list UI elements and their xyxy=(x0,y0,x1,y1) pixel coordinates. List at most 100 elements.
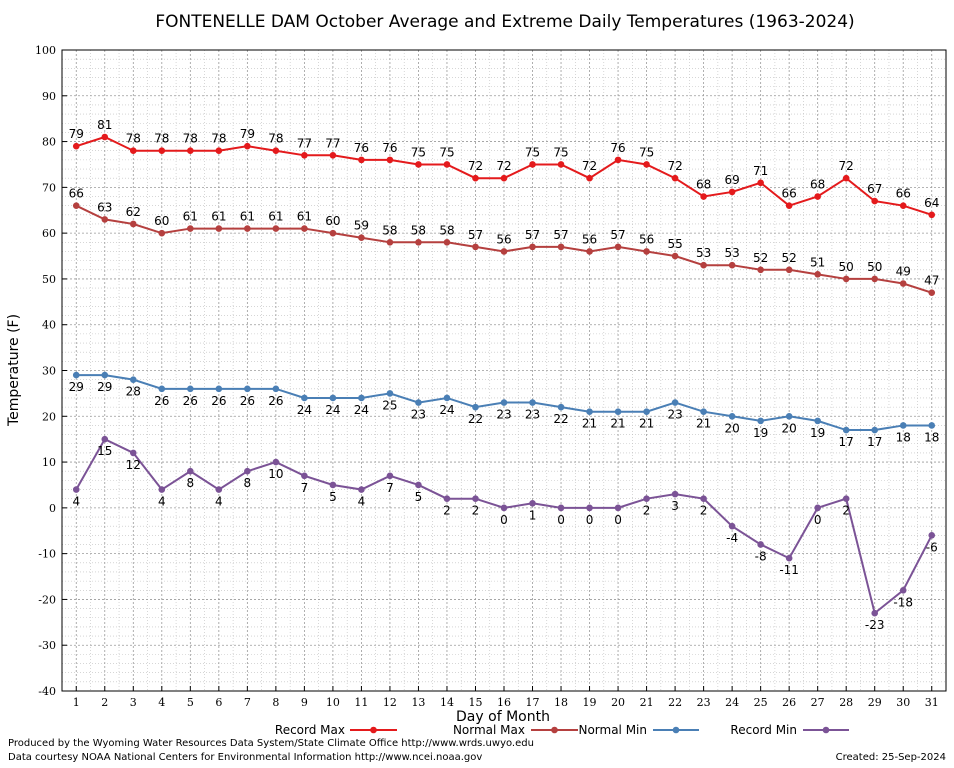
normal-min-data-label: 19 xyxy=(810,426,825,440)
normal-min-point xyxy=(586,408,593,416)
record-max-point xyxy=(700,193,707,200)
record-min-data-label: 10 xyxy=(268,467,283,481)
normal-min-data-label: 26 xyxy=(183,394,198,408)
x-tick-label: 7 xyxy=(244,696,251,709)
record-max-data-label: 77 xyxy=(297,136,312,150)
record-min-point xyxy=(757,541,764,548)
legend: Record Max Normal Max Normal Min Record Min xyxy=(275,723,849,737)
normal-max-point xyxy=(301,225,308,232)
record-max-data-label: 72 xyxy=(839,159,854,173)
normal-min-point xyxy=(215,385,223,393)
normal-min-data-label: 23 xyxy=(496,408,511,422)
record-min-data-label: -11 xyxy=(779,563,799,577)
normal-max-data-label: 53 xyxy=(696,246,711,260)
record-max-point xyxy=(301,152,308,159)
normal-min-point xyxy=(272,385,280,393)
legend-marker-normal-min xyxy=(672,726,680,734)
normal-max-data-label: 63 xyxy=(97,200,112,214)
record-max-data-label: 76 xyxy=(382,141,397,155)
normal-max-point xyxy=(899,280,907,287)
record-min-data-label: -6 xyxy=(926,540,938,554)
normal-min-point xyxy=(529,399,536,406)
record-max-data-label: 78 xyxy=(183,132,198,146)
record-max-point xyxy=(244,142,251,150)
record-max-data-label: 78 xyxy=(126,132,141,146)
record-min-data-label: 5 xyxy=(415,490,423,504)
record-min-data-label: 4 xyxy=(158,495,166,509)
record-min-point xyxy=(472,495,479,503)
normal-max-point xyxy=(700,261,707,269)
record-min-point xyxy=(842,495,850,503)
normal-max-point xyxy=(614,243,622,251)
record-max-point xyxy=(187,147,194,155)
record-max-data-label: 72 xyxy=(667,159,682,173)
x-tick-label: 20 xyxy=(611,696,625,709)
record-min-point xyxy=(301,472,308,480)
record-max-data-label: 64 xyxy=(924,196,939,210)
record-min-data-label: 7 xyxy=(301,481,309,495)
normal-min-point xyxy=(842,426,850,434)
record-min-data-label: 0 xyxy=(614,513,622,527)
record-min-point xyxy=(700,495,707,503)
record-max-data-label: 66 xyxy=(782,187,797,201)
normal-min-data-label: 23 xyxy=(667,408,682,422)
normal-min-point xyxy=(500,399,508,406)
record-max-point xyxy=(728,188,736,196)
record-max-data-label: 72 xyxy=(496,159,511,173)
x-tick-label: 31 xyxy=(925,696,939,709)
normal-min-point xyxy=(158,385,166,393)
record-max-point xyxy=(415,161,422,168)
normal-min-point xyxy=(301,394,308,402)
normal-min-point xyxy=(671,399,679,406)
normal-min-point xyxy=(871,426,879,434)
normal-min-point xyxy=(700,408,707,416)
record-max-point xyxy=(785,202,793,209)
record-max-point xyxy=(529,161,536,168)
record-min-data-label: 0 xyxy=(500,513,508,527)
record-min-point xyxy=(187,467,194,475)
record-max-point xyxy=(500,174,508,182)
normal-max-point xyxy=(386,239,394,246)
x-tick-label: 16 xyxy=(497,696,511,709)
chart-title: FONTENELLE DAM October Average and Extre… xyxy=(155,12,854,32)
record-max-point xyxy=(129,147,137,155)
normal-min-point xyxy=(785,412,793,420)
normal-min-point xyxy=(443,394,451,402)
record-max-data-label: 68 xyxy=(696,178,711,192)
normal-max-point xyxy=(586,248,593,255)
record-max-data-label: 71 xyxy=(753,164,768,178)
normal-min-point xyxy=(757,417,764,425)
record-max-point xyxy=(928,211,936,219)
normal-min-point xyxy=(187,385,194,393)
record-max-data-label: 78 xyxy=(268,132,283,146)
record-max-data-label: 72 xyxy=(582,159,597,173)
x-tick-label: 9 xyxy=(301,696,308,709)
legend-marker-normal-max xyxy=(551,726,558,734)
record-max-point xyxy=(101,133,109,141)
record-max-point xyxy=(757,179,764,187)
record-max-point xyxy=(614,156,622,164)
normal-max-data-label: 62 xyxy=(126,205,141,219)
normal-max-point xyxy=(272,225,280,232)
normal-max-point xyxy=(757,266,764,274)
x-tick-label: 30 xyxy=(896,696,910,709)
record-max-data-label: 75 xyxy=(411,145,426,159)
y-tick-label: 30 xyxy=(42,365,56,378)
record-min-point xyxy=(101,435,109,443)
x-tick-label: 15 xyxy=(468,696,482,709)
record-min-data-label: -23 xyxy=(865,618,885,632)
y-axis-label: Temperature (F) xyxy=(6,314,22,427)
record-min-data-label: 15 xyxy=(97,444,112,458)
normal-max-data-label: 61 xyxy=(211,210,226,224)
x-tick-label: 29 xyxy=(868,696,882,709)
normal-min-point xyxy=(386,390,394,397)
x-tick-label: 27 xyxy=(811,696,825,709)
x-tick-label: 13 xyxy=(411,696,425,709)
record-min-point xyxy=(899,586,907,594)
normal-min-data-label: 21 xyxy=(582,417,597,431)
x-tick-label: 3 xyxy=(130,696,137,709)
footer-produced-by: Produced by the Wyoming Water Resources … xyxy=(8,738,534,749)
footer-created: Created: 25-Sep-2024 xyxy=(835,752,946,763)
